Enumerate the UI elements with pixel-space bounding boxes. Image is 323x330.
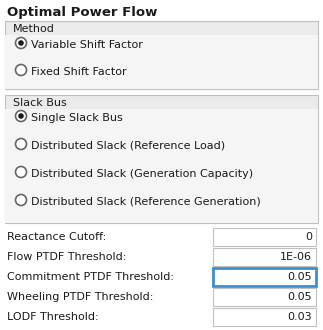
FancyBboxPatch shape bbox=[5, 21, 318, 89]
Text: Method: Method bbox=[13, 24, 55, 34]
FancyBboxPatch shape bbox=[5, 35, 318, 89]
Text: 0.05: 0.05 bbox=[287, 272, 312, 282]
Text: Optimal Power Flow: Optimal Power Flow bbox=[7, 6, 157, 19]
FancyBboxPatch shape bbox=[213, 248, 316, 266]
FancyBboxPatch shape bbox=[5, 95, 318, 223]
FancyBboxPatch shape bbox=[5, 109, 318, 223]
Circle shape bbox=[16, 167, 26, 178]
Text: Fixed Shift Factor: Fixed Shift Factor bbox=[31, 67, 127, 77]
Circle shape bbox=[16, 194, 26, 206]
Text: Distributed Slack (Generation Capacity): Distributed Slack (Generation Capacity) bbox=[31, 169, 253, 179]
FancyBboxPatch shape bbox=[213, 288, 316, 306]
Circle shape bbox=[16, 38, 26, 49]
Text: 0.05: 0.05 bbox=[287, 292, 312, 302]
Text: Variable Shift Factor: Variable Shift Factor bbox=[31, 40, 143, 50]
Text: Flow PTDF Threshold:: Flow PTDF Threshold: bbox=[7, 252, 126, 262]
Text: Distributed Slack (Reference Load): Distributed Slack (Reference Load) bbox=[31, 141, 225, 151]
Circle shape bbox=[16, 139, 26, 149]
FancyBboxPatch shape bbox=[213, 308, 316, 326]
Text: Wheeling PTDF Threshold:: Wheeling PTDF Threshold: bbox=[7, 292, 153, 302]
Circle shape bbox=[18, 113, 24, 119]
Text: Slack Bus: Slack Bus bbox=[13, 98, 67, 108]
FancyBboxPatch shape bbox=[213, 228, 316, 246]
Text: LODF Threshold:: LODF Threshold: bbox=[7, 312, 99, 322]
Text: Distributed Slack (Reference Generation): Distributed Slack (Reference Generation) bbox=[31, 197, 261, 207]
Text: 0.03: 0.03 bbox=[287, 312, 312, 322]
Text: Reactance Cutoff:: Reactance Cutoff: bbox=[7, 232, 106, 242]
FancyBboxPatch shape bbox=[213, 268, 316, 286]
Text: Commitment PTDF Threshold:: Commitment PTDF Threshold: bbox=[7, 272, 174, 282]
Circle shape bbox=[18, 40, 24, 46]
Circle shape bbox=[16, 111, 26, 121]
Text: Single Slack Bus: Single Slack Bus bbox=[31, 113, 123, 123]
Text: 1E-06: 1E-06 bbox=[280, 252, 312, 262]
Circle shape bbox=[16, 64, 26, 76]
Text: 0: 0 bbox=[305, 232, 312, 242]
